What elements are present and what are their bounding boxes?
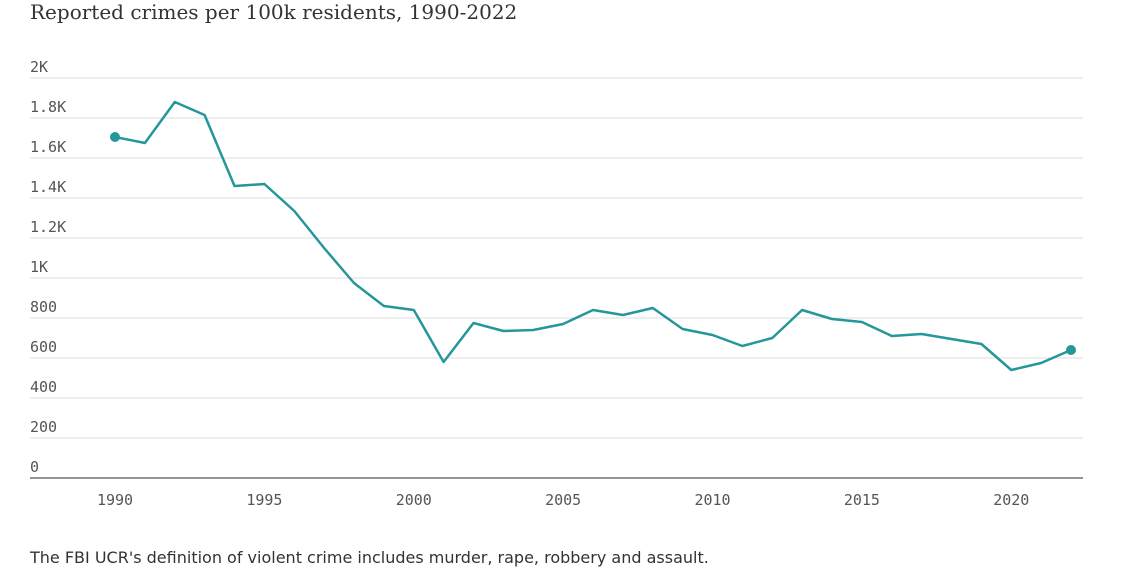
y-tick-label: 600 <box>30 338 57 356</box>
y-tick-label: 2K <box>30 58 48 76</box>
y-tick-label: 400 <box>30 378 57 396</box>
y-axis-ticks: 0 200 400 600 800 1K 1.2K 1.4K 1.6K 1.8K 2K <box>30 58 66 476</box>
y-tick-label: 1.2K <box>30 218 66 236</box>
chart-title: Reported crimes per 100k residents, 1990… <box>30 0 518 24</box>
series-layer <box>110 100 1076 372</box>
x-tick-label: 1990 <box>97 491 133 509</box>
y-tick-label: 1K <box>30 258 48 276</box>
end-point-marker <box>1066 345 1076 355</box>
y-tick-label: 200 <box>30 418 57 436</box>
start-point-marker <box>110 132 120 142</box>
series-line <box>113 100 1073 372</box>
x-tick-label: 2015 <box>844 491 880 509</box>
y-tick-label: 0 <box>30 458 39 476</box>
y-tick-label: 1.6K <box>30 138 66 156</box>
x-tick-label: 2000 <box>396 491 432 509</box>
y-tick-label: 1.8K <box>30 98 66 116</box>
x-axis-ticks: 1990 1995 2000 2005 2010 2015 2020 <box>97 491 1029 509</box>
x-tick-label: 2020 <box>993 491 1029 509</box>
x-tick-label: 1995 <box>246 491 282 509</box>
gridlines <box>30 77 1083 479</box>
y-tick-label: 800 <box>30 298 57 316</box>
x-tick-label: 2010 <box>694 491 730 509</box>
chart-footnote: The FBI UCR's definition of violent crim… <box>30 548 709 567</box>
x-tick-label: 2005 <box>545 491 581 509</box>
y-tick-label: 1.4K <box>30 178 66 196</box>
